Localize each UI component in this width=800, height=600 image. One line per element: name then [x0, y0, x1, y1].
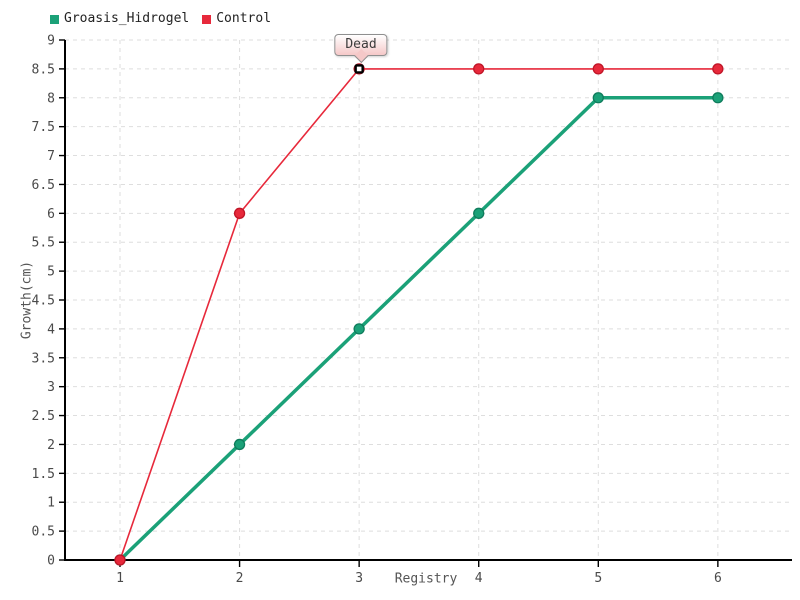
y-tick-label: 8 [47, 91, 55, 106]
series-line-control [119, 68, 719, 561]
marker-groasis_hidrogel[interactable] [473, 207, 485, 219]
marker-control[interactable] [473, 63, 485, 75]
dead-tooltip-text: Dead [345, 37, 377, 52]
x-tick-label: 6 [714, 571, 722, 586]
y-tick-label: 2.5 [32, 409, 55, 424]
x-tick-label: 2 [236, 571, 244, 586]
legend-swatch-control [202, 15, 212, 24]
y-tick-label: 6 [47, 207, 55, 222]
marker-groasis_hidrogel[interactable] [353, 323, 365, 335]
y-tick-label: 9 [47, 34, 55, 49]
dead-tooltip: Dead [334, 34, 388, 64]
y-tick-label: 5.5 [32, 236, 55, 251]
y-tick-label: 4 [47, 322, 55, 337]
x-tick-label: 1 [116, 571, 124, 586]
marker-control[interactable] [233, 207, 246, 219]
y-tick-label: 0 [47, 554, 55, 569]
legend: Groasis_Hidrogel Control [50, 12, 271, 26]
x-tick-label: 5 [594, 571, 602, 586]
y-tick-label: 8.5 [32, 62, 55, 77]
y-tick-label: 7.5 [32, 120, 55, 135]
marker-control[interactable] [712, 63, 724, 75]
y-tick-label: 7 [47, 149, 55, 164]
x-tick-label: 4 [475, 571, 483, 586]
marker-control[interactable] [592, 63, 604, 75]
legend-label-groasis-hidrogel: Groasis_Hidrogel [64, 11, 190, 26]
marker-control[interactable] [114, 554, 126, 566]
y-tick-label: 6.5 [32, 178, 55, 193]
x-tick-label: 3 [355, 571, 363, 586]
y-axis-title: Growth(cm) [19, 260, 35, 340]
marker-groasis_hidrogel[interactable] [233, 438, 246, 451]
marker-groasis_hidrogel[interactable] [592, 92, 604, 104]
y-tick-label: 3.5 [32, 351, 55, 366]
legend-swatch-groasis-hidrogel [50, 15, 59, 24]
legend-item-control[interactable]: Control [202, 12, 271, 26]
marker-groasis_hidrogel[interactable] [712, 92, 724, 104]
highlighted-point[interactable] [354, 64, 364, 74]
y-tick-label: 1 [47, 496, 55, 511]
series-line-groasis_hidrogel [118, 96, 720, 562]
y-tick-label: 1.5 [32, 467, 55, 482]
y-tick-label: 4.5 [32, 294, 55, 309]
x-axis-title: Registry [394, 571, 458, 587]
y-tick-label: 2 [47, 438, 55, 453]
y-tick-label: 0.5 [32, 525, 55, 540]
y-tick-label: 5 [47, 265, 55, 280]
legend-item-groasis-hidrogel[interactable]: Groasis_Hidrogel [50, 12, 189, 26]
legend-label-control: Control [216, 11, 272, 26]
y-tick-label: 3 [47, 380, 55, 395]
